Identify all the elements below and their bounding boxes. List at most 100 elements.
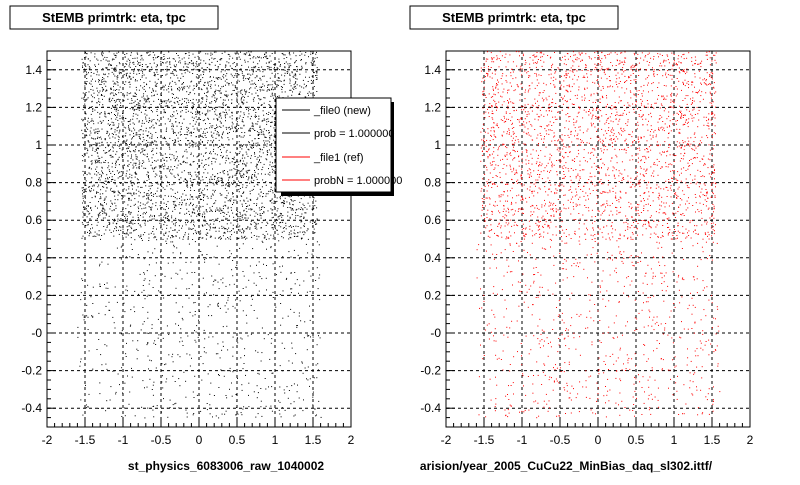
left-data-point bbox=[169, 154, 170, 155]
left-data-point bbox=[269, 172, 270, 173]
left-data-point bbox=[85, 83, 86, 84]
left-data-point bbox=[177, 78, 178, 79]
left-data-point bbox=[243, 219, 244, 220]
left-data-point bbox=[316, 365, 317, 366]
left-data-point bbox=[224, 112, 225, 113]
left-data-point bbox=[211, 198, 212, 199]
left-data-point bbox=[124, 383, 125, 384]
left-data-point bbox=[218, 177, 219, 178]
left-data-point bbox=[261, 87, 262, 88]
left-data-point bbox=[199, 413, 200, 414]
left-data-point bbox=[161, 92, 162, 93]
left-data-point bbox=[227, 114, 228, 115]
left-data-point bbox=[157, 74, 158, 75]
left-data-point bbox=[270, 113, 271, 114]
left-data-point bbox=[199, 114, 200, 115]
left-data-point bbox=[129, 223, 130, 224]
left-data-point bbox=[188, 211, 189, 212]
left-data-point bbox=[235, 86, 236, 87]
left-data-point bbox=[165, 62, 166, 63]
left-data-point bbox=[217, 154, 218, 155]
left-data-point bbox=[124, 195, 125, 196]
left-data-point bbox=[220, 236, 221, 237]
left-data-point bbox=[273, 229, 274, 230]
left-data-point bbox=[222, 210, 223, 211]
left-data-point bbox=[125, 218, 126, 219]
left-data-point bbox=[254, 391, 255, 392]
left-data-point bbox=[214, 95, 215, 96]
left-data-point bbox=[212, 109, 213, 110]
left-data-point bbox=[106, 152, 107, 153]
left-data-point bbox=[152, 231, 153, 232]
left-data-point bbox=[147, 333, 148, 334]
left-data-point bbox=[211, 135, 212, 136]
left-data-point bbox=[258, 135, 259, 136]
left-data-point bbox=[266, 225, 267, 226]
left-data-point bbox=[260, 129, 261, 130]
left-data-point bbox=[187, 129, 188, 130]
left-data-point bbox=[232, 192, 233, 193]
left-data-point bbox=[107, 131, 108, 132]
left-data-point bbox=[299, 94, 300, 95]
left-data-point bbox=[139, 134, 140, 135]
left-data-point bbox=[156, 183, 157, 184]
left-data-point bbox=[175, 206, 176, 207]
left-data-point bbox=[163, 62, 164, 63]
left-data-point bbox=[199, 165, 200, 166]
left-data-point bbox=[211, 80, 212, 81]
left-data-point bbox=[240, 52, 241, 53]
left-data-point bbox=[109, 171, 110, 172]
left-data-point bbox=[318, 401, 319, 402]
left-data-point bbox=[98, 172, 99, 173]
left-data-point bbox=[204, 262, 205, 263]
left-data-point bbox=[281, 75, 282, 76]
left-data-point bbox=[254, 216, 255, 217]
left-data-point bbox=[118, 85, 119, 86]
left-data-point bbox=[305, 212, 306, 213]
left-data-point bbox=[274, 147, 275, 148]
left-data-point bbox=[196, 176, 197, 177]
left-data-point bbox=[92, 197, 93, 198]
left-data-point bbox=[101, 94, 102, 95]
left-data-point bbox=[288, 96, 289, 97]
left-data-point bbox=[248, 395, 249, 396]
left-data-point bbox=[293, 226, 294, 227]
left-data-point bbox=[254, 176, 255, 177]
left-data-point bbox=[283, 290, 284, 291]
left-data-point bbox=[317, 241, 318, 242]
left-data-point bbox=[100, 354, 101, 355]
left-data-point bbox=[252, 80, 253, 81]
left-data-point bbox=[315, 220, 316, 221]
left-data-point bbox=[129, 82, 130, 83]
left-data-point bbox=[263, 57, 264, 58]
left-y-tick-label: 0.6 bbox=[25, 213, 42, 227]
left-data-point bbox=[137, 134, 138, 135]
left-data-point bbox=[162, 207, 163, 208]
left-data-point bbox=[117, 170, 118, 171]
left-data-point bbox=[179, 230, 180, 231]
left-data-point bbox=[97, 91, 98, 92]
left-data-point bbox=[252, 209, 253, 210]
left-data-point bbox=[285, 198, 286, 199]
left-data-point bbox=[308, 367, 309, 368]
left-data-point bbox=[104, 210, 105, 211]
left-data-point bbox=[200, 70, 201, 71]
left-data-point bbox=[114, 53, 115, 54]
left-data-point bbox=[82, 66, 83, 67]
left-data-point bbox=[168, 219, 169, 220]
left-data-point bbox=[114, 83, 115, 84]
left-data-point bbox=[139, 138, 140, 139]
left-data-point bbox=[112, 191, 113, 192]
left-data-point bbox=[265, 137, 266, 138]
left-data-point bbox=[256, 76, 257, 77]
left-data-point bbox=[313, 92, 314, 93]
left-data-point bbox=[319, 274, 320, 275]
left-data-point bbox=[279, 219, 280, 220]
left-data-point bbox=[81, 292, 82, 293]
left-data-point bbox=[214, 227, 215, 228]
left-data-point bbox=[268, 210, 269, 211]
left-data-point bbox=[117, 216, 118, 217]
left-data-point bbox=[312, 65, 313, 66]
left-data-point bbox=[190, 174, 191, 175]
left-data-point bbox=[270, 122, 271, 123]
